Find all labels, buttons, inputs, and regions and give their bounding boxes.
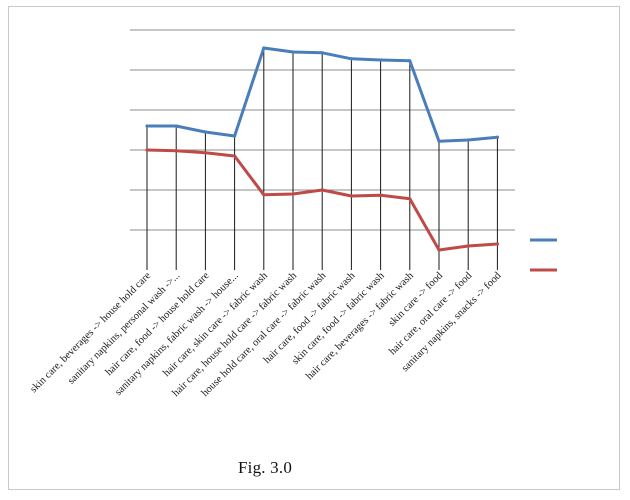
data-point-series-2 [379, 193, 383, 197]
legend [530, 238, 557, 272]
data-point-series-1 [466, 138, 470, 142]
data-point-series-2 [291, 192, 295, 196]
data-point-series-1 [320, 51, 324, 55]
data-point-series-2 [495, 242, 499, 246]
data-point-series-2 [203, 151, 207, 155]
data-point-series-1 [349, 57, 353, 61]
data-point-series-2 [174, 149, 178, 153]
data-point-series-2 [349, 194, 353, 198]
data-point-series-2 [437, 248, 441, 252]
data-point-series-2 [145, 148, 149, 152]
data-point-series-1 [379, 58, 383, 62]
data-point-series-2 [262, 193, 266, 197]
x-axis-tick-labels: skin care, beverages -> house hold cares… [28, 270, 504, 399]
data-point-series-1 [233, 134, 237, 138]
data-point-series-2 [408, 197, 412, 201]
data-point-series-1 [203, 130, 207, 134]
chart-frame [8, 6, 620, 490]
data-point-series-1 [408, 59, 412, 63]
series-lines [145, 46, 499, 252]
data-point-series-1 [437, 139, 441, 143]
data-point-series-2 [320, 188, 324, 192]
data-point-series-1 [174, 124, 178, 128]
data-point-series-1 [145, 124, 149, 128]
data-point-series-1 [262, 46, 266, 50]
data-point-series-1 [291, 50, 295, 54]
data-point-series-2 [466, 244, 470, 248]
figure-caption: Fig. 3.0 [238, 458, 293, 477]
data-point-series-1 [495, 135, 499, 139]
data-point-series-2 [233, 154, 237, 158]
plot-grid [130, 29, 515, 270]
